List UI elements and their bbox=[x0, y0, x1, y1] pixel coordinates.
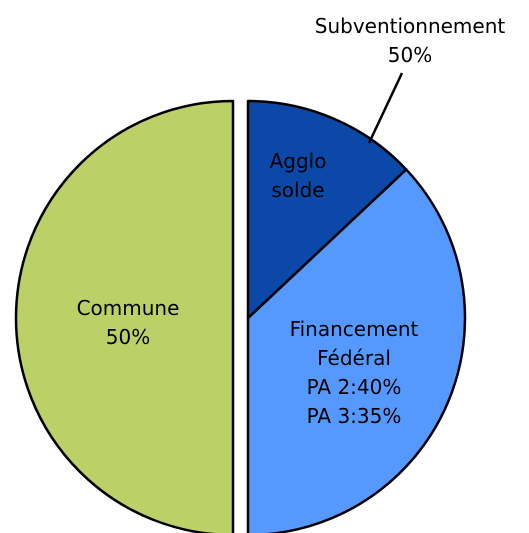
slice-label: Commune bbox=[76, 296, 180, 320]
pie-slice bbox=[246, 99, 408, 320]
leader-line bbox=[367, 72, 404, 144]
annotation: Subventionnement bbox=[314, 14, 506, 38]
annotation: PA 2:40% bbox=[306, 375, 402, 399]
pie-slice bbox=[246, 168, 467, 533]
value-label: 50% bbox=[105, 325, 151, 349]
pie-slice bbox=[14, 99, 235, 533]
annotation: PA 3:35% bbox=[306, 404, 402, 428]
slice-label: Agglo solde bbox=[269, 149, 327, 202]
annotation: 50% bbox=[387, 43, 433, 67]
slice-label: Financement Fédéral bbox=[289, 317, 419, 370]
